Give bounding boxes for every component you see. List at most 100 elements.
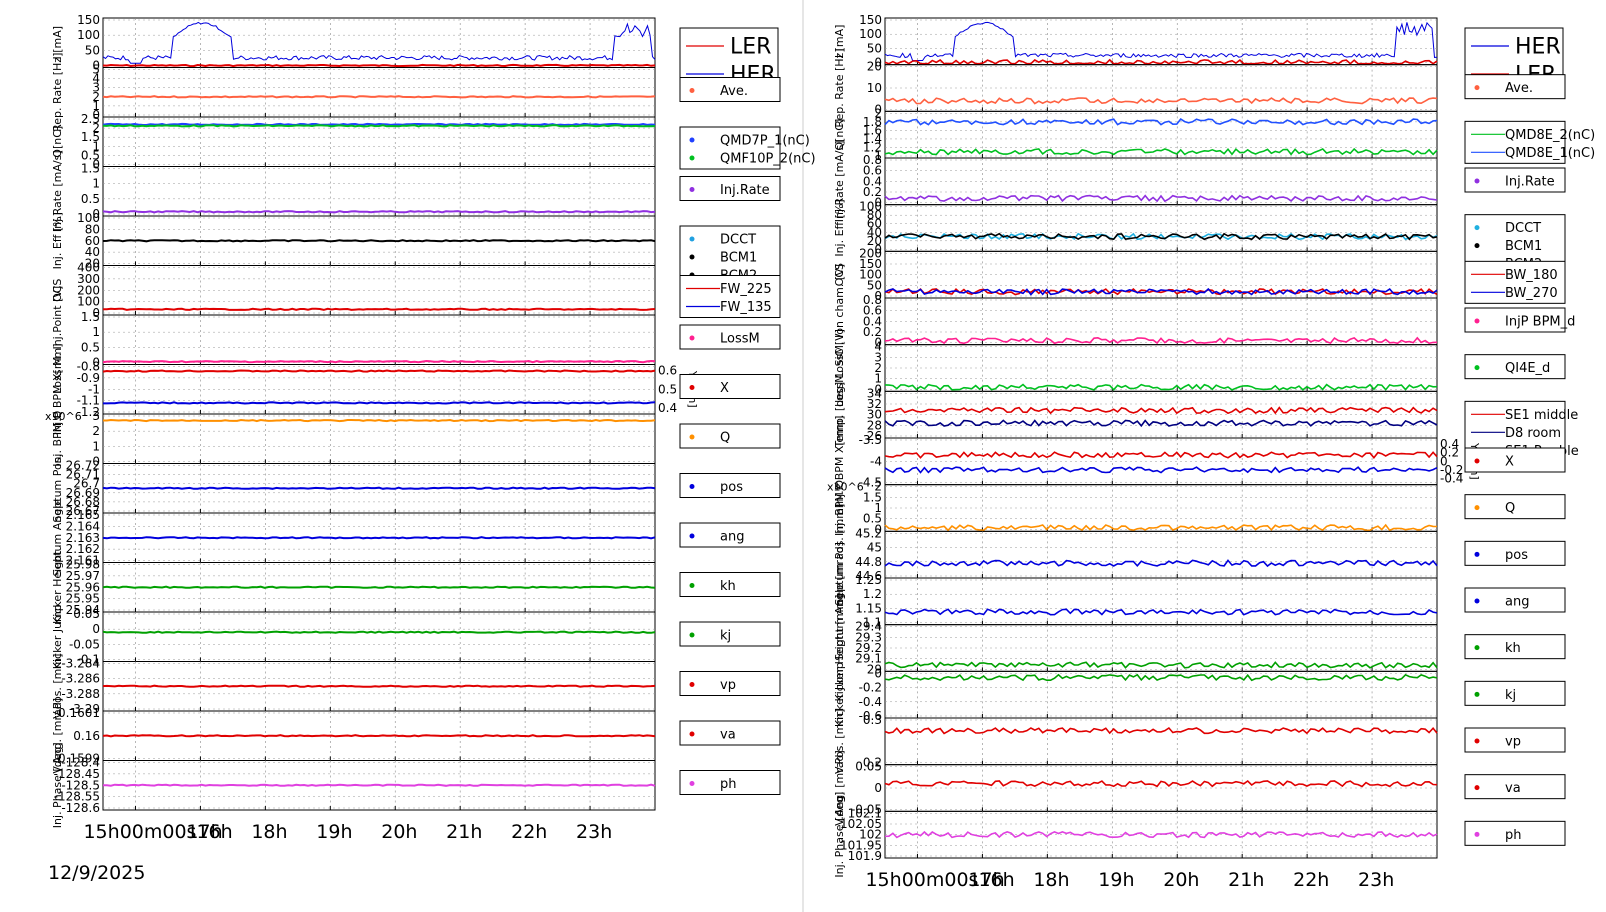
y-tick-label: 0	[92, 59, 100, 73]
series-line	[102, 630, 656, 634]
y-axis-label: Kicker Jump	[833, 662, 846, 727]
y-axis-label: OCS	[51, 279, 64, 302]
y-tick-label: 0.05	[855, 760, 882, 774]
y-axis-label: LossM. SiC [V]	[833, 329, 846, 407]
y-tick-label: -3.288	[61, 687, 100, 701]
legend-swatch	[689, 484, 695, 489]
y-tick-label: 29.1	[855, 652, 882, 666]
y-tick-label: 0.1601	[58, 706, 100, 720]
y-tick-label: 1	[92, 99, 100, 113]
y-axis-label: Rep. Rate [Hz]	[51, 53, 64, 132]
y-tick-label: 2	[92, 90, 100, 104]
y-tick-label: 44.6	[855, 569, 882, 583]
series-line	[884, 287, 1438, 296]
series-line	[884, 21, 1438, 61]
y-tick-label: 40	[85, 245, 100, 259]
y-tick-label: 0.2	[863, 325, 882, 339]
legend-box	[679, 473, 781, 498]
series-line	[884, 383, 1438, 391]
y-axis-label: Inj. Eff [%]	[51, 212, 64, 269]
series-line	[884, 523, 1438, 532]
y-tick-label: 0	[92, 158, 100, 172]
legend: LossM	[679, 324, 781, 350]
legend-swatch	[1474, 225, 1480, 231]
legend-box	[679, 720, 781, 746]
series-line	[884, 147, 1438, 156]
legend-box	[679, 770, 781, 795]
y-axis-label: V.Ang. [mrad]	[833, 750, 846, 826]
legend-label: QMD8E_1(nC)	[1505, 146, 1595, 161]
legend-swatch	[1474, 551, 1480, 557]
right-tick-label: 0	[1440, 454, 1448, 468]
legend-label: kj	[1505, 688, 1516, 703]
y-tick-label: 1	[92, 139, 100, 153]
y-tick-label: 45.2	[855, 526, 882, 540]
y-tick-label: 25.98	[66, 558, 100, 572]
legend-label: va	[720, 728, 736, 743]
y-tick-label: 0	[874, 666, 882, 680]
y-tick-label: -0.05	[851, 802, 882, 816]
y-tick-label: -3.5	[859, 433, 882, 447]
subplot-3: 2.521.510.50 Q[nC] QMD7P_1(nC) QMF10P_2(nC)	[51, 112, 816, 172]
legend-label: QMD7P_1(nC)	[720, 134, 810, 149]
legend-label: Q	[1505, 501, 1515, 516]
legend-label: kh	[1505, 641, 1521, 656]
y-tick-label: 300	[77, 272, 100, 286]
series-line	[884, 232, 1438, 241]
y-tick-label: 25.95	[66, 592, 100, 606]
legend-swatch	[1474, 785, 1480, 791]
legend-swatch	[689, 385, 695, 390]
y-tick-label: -128.5	[61, 778, 100, 792]
legend-label: FW_135	[720, 300, 772, 315]
y-tick-label: 29	[867, 662, 882, 676]
legend-box	[1464, 260, 1566, 304]
legend-swatch	[1474, 178, 1480, 184]
legend-label: BCM1	[720, 251, 757, 266]
y-tick-label: 26.71	[66, 468, 100, 482]
y-tick-label: 60	[867, 217, 882, 231]
y-axis-exponent: x10^6	[45, 410, 82, 423]
y-tick-label: 29.2	[855, 641, 882, 655]
legend-box	[1464, 120, 1566, 164]
y-tick-label: 0	[92, 356, 100, 370]
y-tick-label: 50	[85, 43, 100, 57]
y-tick-label: 100	[77, 295, 100, 309]
y-tick-label: 101.95	[840, 838, 882, 852]
legend-swatch	[689, 254, 695, 260]
series-line	[884, 608, 1438, 616]
y-tick-label: 60	[85, 234, 100, 248]
y-axis-label: V.Pos. [mm]	[833, 709, 846, 774]
legend: kh	[679, 572, 781, 597]
legend-swatch	[689, 187, 695, 192]
series-line	[102, 122, 656, 127]
series-line	[102, 21, 656, 64]
legend-label: X	[720, 381, 729, 396]
y-tick-label: 1.5	[81, 310, 100, 324]
y-tick-label: 0	[92, 108, 100, 122]
y-tick-label: 2.164	[66, 519, 100, 533]
y-tick-label: 25.94	[66, 603, 100, 617]
series-line	[884, 287, 1438, 296]
legend-label: vp	[720, 678, 736, 693]
y-tick-label: -0.8	[77, 360, 100, 374]
legend-swatch	[1474, 458, 1480, 464]
legend-label: BW_180	[1505, 268, 1558, 283]
y-tick-label: 0	[92, 306, 100, 320]
legend-label: Ave.	[1505, 81, 1533, 96]
legend-label: Q	[720, 431, 730, 446]
y-tick-label: -0.2	[859, 681, 882, 695]
y-tick-label: -1.1	[77, 394, 100, 408]
y-tick-label: 50	[867, 41, 882, 55]
y-axis-label: Inj.P BPM X[mm]	[51, 343, 64, 435]
legend-swatch	[1474, 831, 1480, 837]
legend: InjP BPM_d	[1464, 307, 1575, 333]
y-tick-label: 102	[859, 828, 882, 842]
legend-label: QI4E_d	[1505, 361, 1550, 376]
y-tick-label: 1.25	[855, 573, 882, 587]
